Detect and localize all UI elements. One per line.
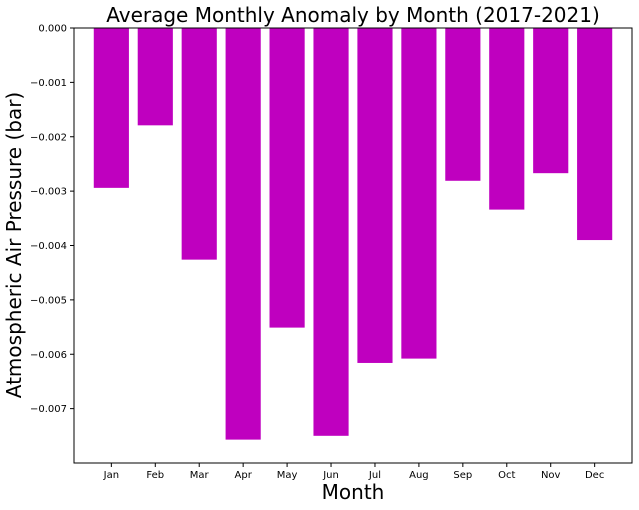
y-tick-label: −0.007	[30, 404, 67, 415]
y-tick-label: −0.005	[30, 295, 67, 306]
bar-sep	[445, 28, 481, 181]
bar-nov	[533, 28, 569, 174]
x-tick-label-jan: Jan	[103, 470, 119, 481]
y-tick-label: 0.000	[38, 24, 67, 35]
y-tick-label: −0.006	[30, 350, 67, 361]
x-tick-label-apr: Apr	[235, 470, 253, 481]
axes-group: 0.000 −0.001 −0.002 −0.003 −0.004 −0.005 −0.00…	[30, 24, 633, 481]
bar-feb	[137, 28, 173, 126]
bars-group	[93, 28, 613, 440]
x-tick-label-dec: Dec	[585, 470, 604, 481]
bar-oct	[489, 28, 525, 210]
x-axis-title: Month	[322, 480, 385, 504]
x-tick-label-jul: Jul	[368, 470, 381, 481]
x-tick-label-oct: Oct	[498, 470, 515, 481]
bar-dec	[577, 28, 613, 241]
bar-jun	[313, 28, 349, 436]
y-tick-label: −0.004	[30, 241, 67, 252]
x-tick-label-jun: Jun	[322, 470, 339, 481]
y-tick-label: −0.001	[30, 78, 67, 89]
bar-aug	[401, 28, 437, 359]
x-tick-label-sep: Sep	[453, 470, 472, 481]
x-tick-label-aug: Aug	[409, 470, 429, 481]
bar-may	[269, 28, 305, 328]
chart-title: Average Monthly Anomaly by Month (2017-2…	[106, 3, 600, 27]
bar-apr	[225, 28, 261, 440]
y-axis-title: Atmospheric Air Pressure (bar)	[2, 92, 26, 398]
x-tick-label-nov: Nov	[541, 470, 561, 481]
y-tick-label: −0.002	[30, 132, 67, 143]
x-tick-label-mar: Mar	[190, 470, 210, 481]
bar-mar	[181, 28, 217, 260]
bar-jan	[93, 28, 129, 188]
bar-jul	[357, 28, 393, 363]
y-tick-label: −0.003	[30, 187, 67, 198]
x-tick-label-may: May	[277, 470, 298, 481]
x-tick-label-feb: Feb	[146, 470, 164, 481]
